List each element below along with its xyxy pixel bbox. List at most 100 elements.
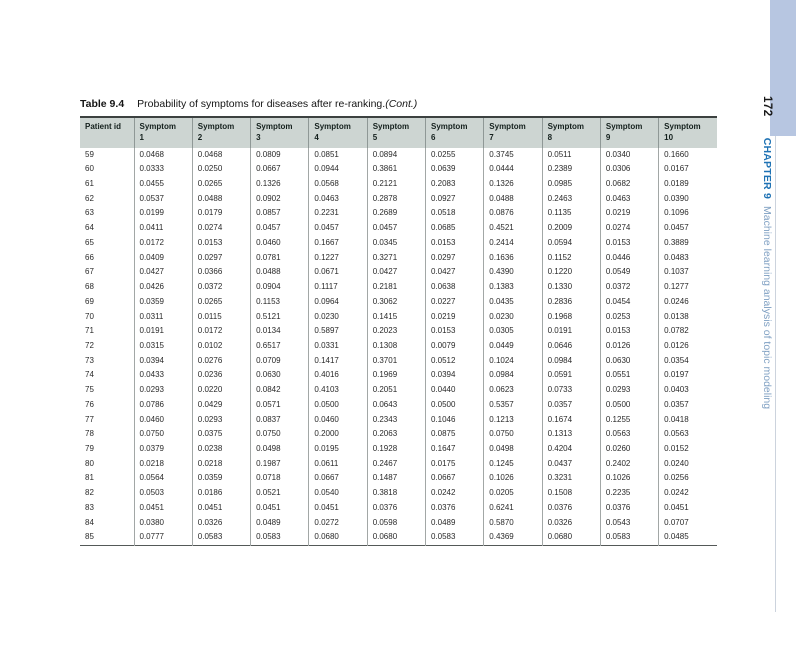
probability-cell: 0.0451 [133, 500, 193, 516]
table-caption-cont: (Cont.) [385, 98, 418, 110]
probability-cell: 0.0197 [658, 368, 717, 384]
probability-cell: 0.0875 [424, 427, 484, 442]
probability-cell: 0.0230 [483, 309, 543, 325]
probability-cell: 0.0457 [658, 221, 717, 236]
probability-cell: 0.0376 [366, 500, 426, 516]
table-row: 81 0.0564 0.0359 0.0718 0.0667 0.1487 0.0667 0.… [80, 471, 717, 487]
patient-id-cell: 65 [85, 237, 94, 247]
probability-cell: 0.0230 [308, 309, 368, 325]
table-row: 73 0.0394 0.0276 0.0709 0.1417 0.3701 0.0512 0.… [80, 353, 717, 369]
patient-id-cell: 82 [85, 488, 94, 498]
probability-cell: 0.0195 [308, 441, 368, 457]
page-number: 172 [761, 96, 773, 117]
probability-cell: 0.0646 [541, 338, 601, 354]
probability-cell: 0.0172 [133, 235, 193, 251]
probability-cell: 0.0682 [599, 177, 659, 192]
probability-cell: 0.0551 [599, 368, 659, 384]
probability-cell: 0.0372 [191, 280, 251, 295]
table-caption-text: Probability of symptoms for diseases aft… [137, 98, 386, 110]
probability-cell: 0.0427 [366, 265, 426, 281]
probability-cell: 0.0707 [658, 515, 717, 531]
probability-cell: 0.0842 [250, 383, 309, 398]
probability-cell: 0.0126 [599, 338, 659, 354]
probability-cell: 0.1674 [541, 412, 601, 428]
probability-cell: 0.2343 [366, 412, 426, 428]
probability-cell: 0.4103 [308, 383, 368, 398]
probability-cell: 0.0272 [308, 515, 368, 531]
patient-id-cell: 73 [85, 355, 94, 365]
probability-cell: 0.0454 [599, 294, 659, 310]
probability-cell: 0.2463 [541, 191, 601, 207]
probability-cell: 0.0455 [133, 177, 193, 192]
probability-cell: 0.1277 [658, 280, 717, 295]
probability-cell: 0.0326 [541, 515, 601, 531]
probability-cell: 0.5897 [308, 324, 368, 339]
probability-cell: 0.0512 [424, 353, 484, 369]
probability-cell: 0.0379 [133, 441, 193, 457]
symptom-probability-table: Patient id Symptom 1 Symptom 2 Symptom 3 Sympto… [80, 116, 717, 546]
probability-cell: 0.0876 [483, 206, 543, 222]
probability-cell: 0.0750 [250, 427, 309, 442]
probability-cell: 0.0134 [250, 324, 309, 339]
probability-cell: 0.0639 [424, 162, 484, 178]
probability-cell: 0.0489 [424, 515, 484, 531]
patient-id-cell: 74 [85, 370, 94, 380]
table-row: 68 0.0426 0.0372 0.0904 0.1117 0.2181 0.0638 0.… [80, 280, 717, 295]
probability-cell: 0.0750 [483, 427, 543, 442]
probability-cell: 0.1255 [599, 412, 659, 428]
column-header: Symptom 9 [599, 117, 659, 148]
patient-id-cell: 77 [85, 414, 94, 424]
probability-cell: 0.0904 [250, 280, 309, 295]
probability-cell: 0.1096 [658, 206, 717, 222]
probability-cell: 0.2181 [366, 280, 426, 295]
probability-cell: 0.0340 [599, 147, 659, 163]
probability-cell: 0.0449 [483, 338, 543, 354]
probability-cell: 0.0927 [424, 191, 484, 207]
probability-cell: 0.1026 [483, 471, 543, 487]
probability-cell: 0.1220 [541, 265, 601, 281]
probability-cell: 0.2063 [366, 427, 426, 442]
probability-cell: 0.0777 [133, 530, 193, 546]
probability-cell: 0.0311 [133, 309, 193, 325]
probability-cell: 0.0305 [483, 324, 543, 339]
probability-cell: 0.0468 [133, 147, 193, 163]
probability-cell: 0.5870 [483, 515, 543, 531]
patient-id-cell: 85 [85, 532, 94, 542]
probability-cell: 0.0236 [191, 368, 251, 384]
patient-id-cell: 70 [85, 311, 94, 321]
probability-cell: 0.2051 [366, 383, 426, 398]
probability-cell: 0.0394 [133, 353, 193, 369]
probability-cell: 0.0152 [658, 441, 717, 457]
probability-cell: 0.0372 [599, 280, 659, 295]
probability-cell: 0.0667 [250, 162, 309, 178]
probability-cell: 0.0253 [599, 309, 659, 325]
probability-cell: 0.0451 [191, 500, 251, 516]
probability-cell: 0.0457 [308, 221, 368, 236]
patient-id-cell: 67 [85, 267, 94, 277]
probability-cell: 0.0457 [366, 221, 426, 236]
probability-cell: 0.0357 [541, 397, 601, 413]
probability-cell: 0.0630 [250, 368, 309, 384]
probability-cell: 0.0583 [424, 530, 484, 546]
probability-cell: 0.0429 [191, 397, 251, 413]
probability-cell: 0.0218 [133, 456, 193, 472]
table-row: 80 0.0218 0.0218 0.1987 0.0611 0.2467 0.0175 0.… [80, 456, 717, 472]
probability-cell: 0.3861 [366, 162, 426, 178]
patient-id-cell: 62 [85, 193, 94, 203]
patient-id-cell: 79 [85, 443, 94, 453]
patient-id-cell: 81 [85, 473, 94, 483]
patient-id-cell: 69 [85, 296, 94, 306]
table-row: 66 0.0409 0.0297 0.0781 0.1227 0.3271 0.0297 0.… [80, 250, 717, 266]
patient-id-cell: 71 [85, 326, 94, 336]
probability-cell: 0.0902 [250, 191, 309, 207]
probability-cell: 0.0191 [133, 324, 193, 339]
probability-cell: 0.0733 [541, 383, 601, 398]
probability-cell: 0.0219 [424, 309, 484, 325]
probability-cell: 0.0457 [250, 221, 309, 236]
table-row: 83 0.0451 0.0451 0.0451 0.0451 0.0376 0.0376 0.… [80, 500, 717, 516]
probability-cell: 0.0503 [133, 486, 193, 501]
table-number: Table 9.4 [80, 98, 125, 110]
probability-cell: 0.0297 [424, 250, 484, 266]
probability-cell: 0.1508 [541, 486, 601, 501]
probability-cell: 0.0837 [250, 412, 309, 428]
